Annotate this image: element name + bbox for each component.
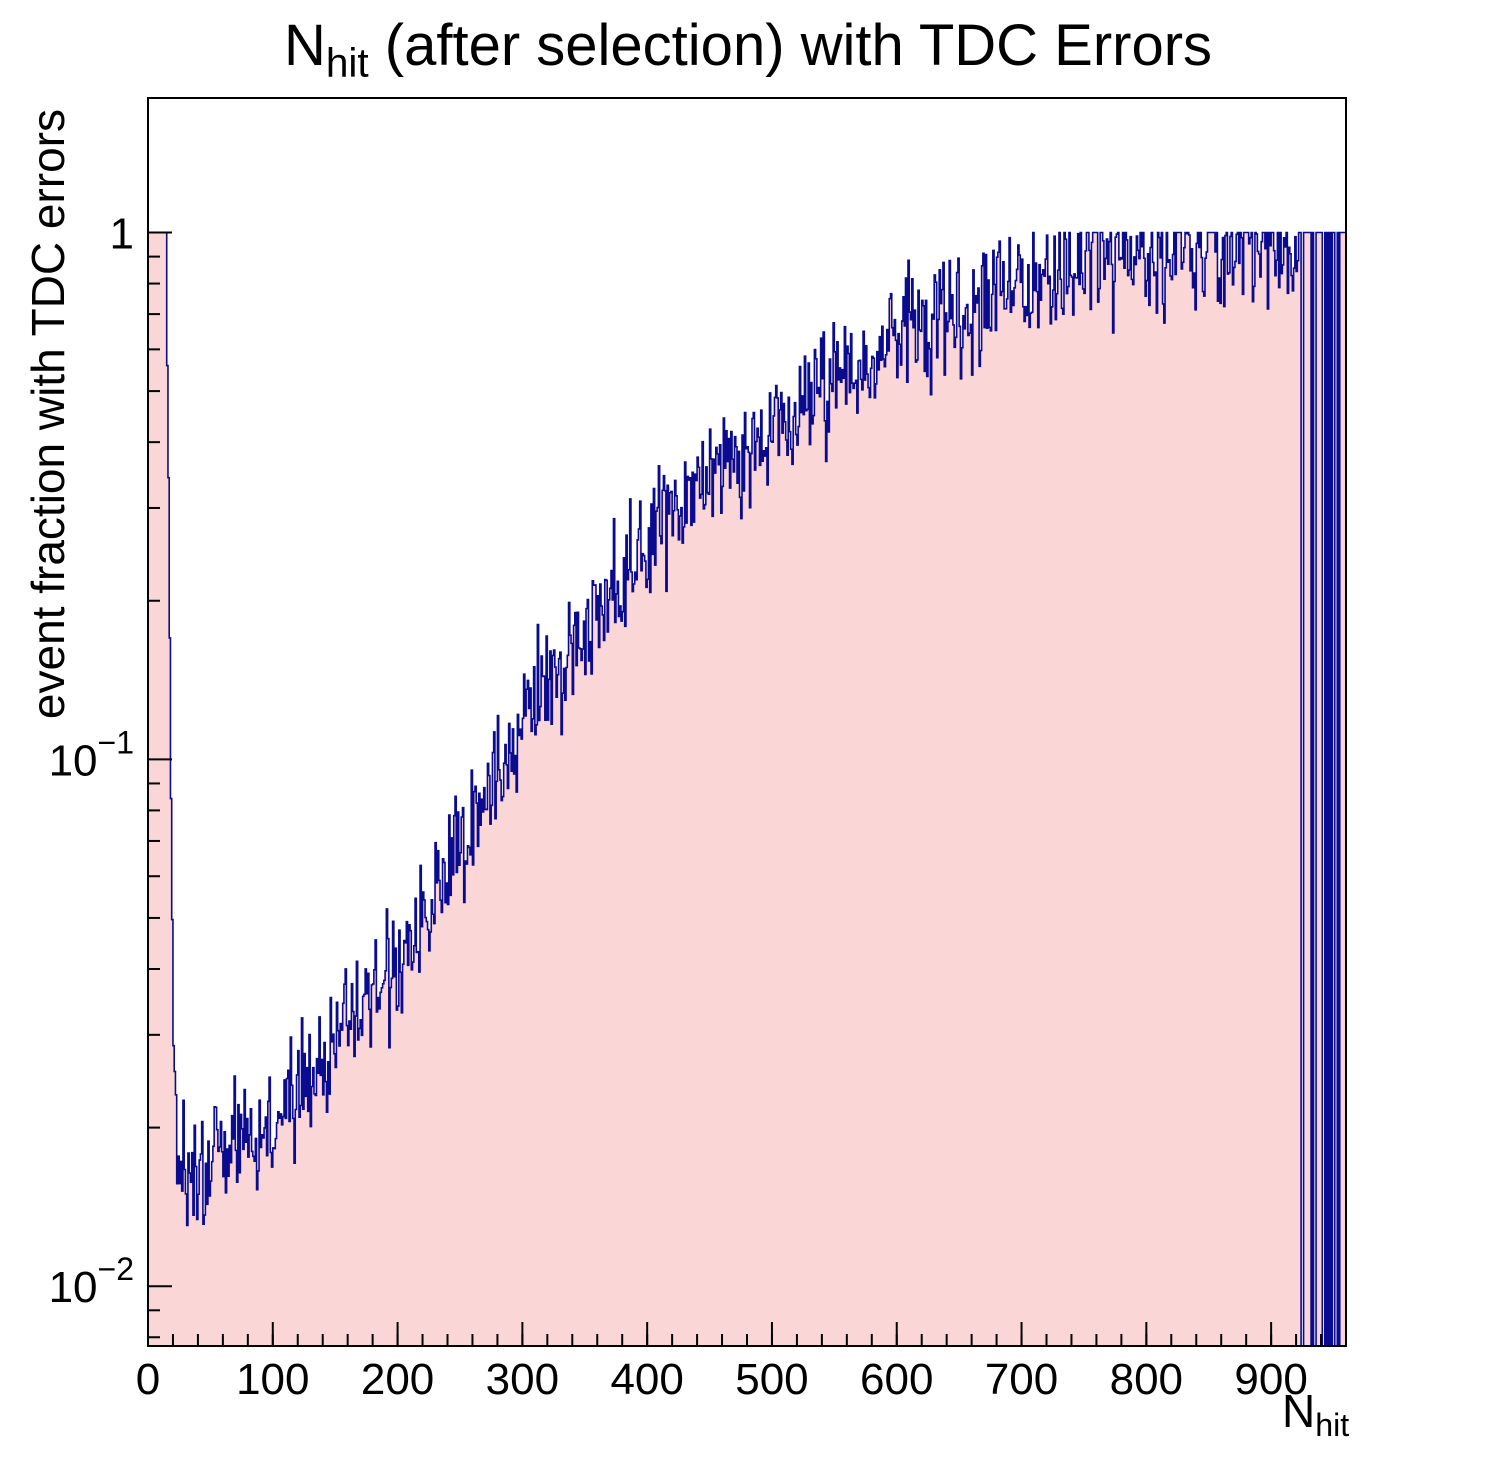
y-tick-label: 10−2: [49, 1251, 134, 1312]
axis-ticks: [147, 231, 1347, 1346]
x-axis-title-subscript: hit: [1315, 1407, 1350, 1444]
histogram-outline: [147, 231, 1347, 1347]
x-tick-label: 200: [361, 1355, 434, 1404]
chart-title-suffix: (after selection) with TDC Errors: [368, 13, 1213, 78]
y-tick-label: 1: [110, 209, 134, 258]
histogram-fill: [148, 232, 1346, 1347]
x-tick-label: 800: [1110, 1355, 1183, 1404]
x-tick-label: 300: [486, 1355, 559, 1404]
chart-title-subscript: hit: [325, 39, 369, 86]
histogram-series: [147, 231, 1347, 1347]
x-axis-title-prefix: N: [1282, 1385, 1316, 1437]
x-tick-label: 700: [985, 1355, 1058, 1404]
x-tick-label: 900: [1234, 1355, 1307, 1404]
chart-title-prefix: N: [283, 13, 326, 78]
y-tick-label: 10−1: [49, 724, 134, 785]
x-axis-title: Nhit: [1282, 1384, 1349, 1444]
x-tick-label: 500: [735, 1355, 808, 1404]
x-tick-label: 100: [236, 1355, 309, 1404]
chart-title: Nhit (after selection) with TDC Errors: [0, 14, 1496, 85]
x-tick-label: 400: [610, 1355, 683, 1404]
x-tick-label: 0: [136, 1355, 160, 1404]
axis-tick-labels: 0 100 200 300 400 500 600 700 800 900 1 10−1 10−2: [49, 209, 1308, 1404]
x-tick-label: 600: [860, 1355, 933, 1404]
